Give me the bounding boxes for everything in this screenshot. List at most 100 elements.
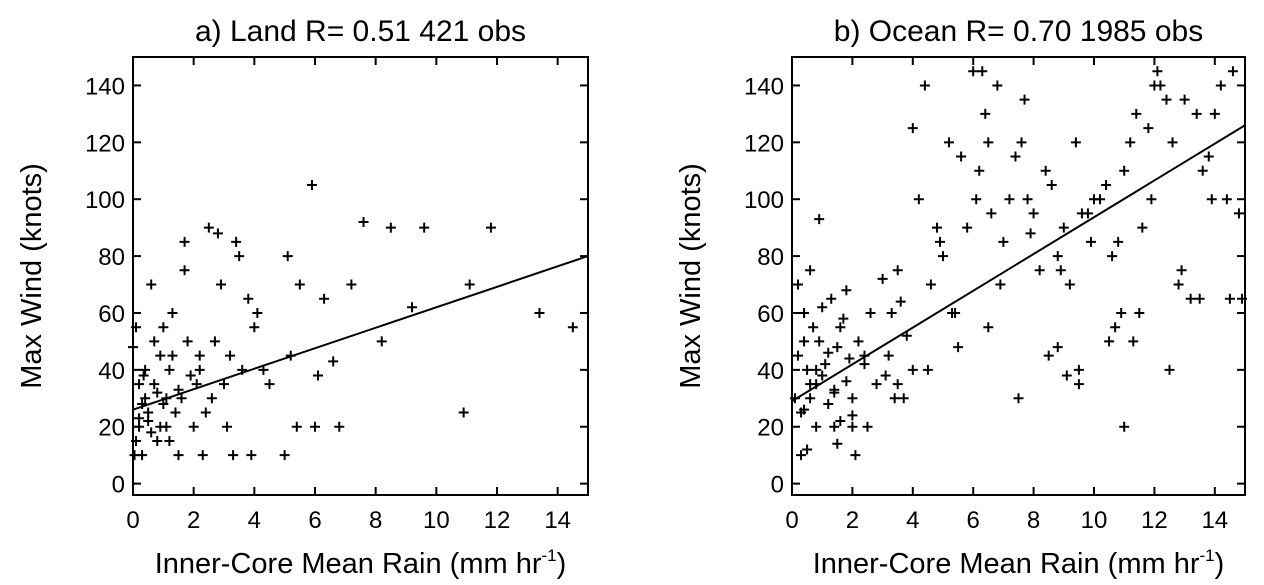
marker <box>1070 137 1081 148</box>
marker <box>194 364 205 375</box>
marker <box>164 364 175 375</box>
marker <box>1179 94 1190 105</box>
marker <box>817 302 828 313</box>
marker <box>328 356 339 367</box>
x-axis-label-superscript: -1 <box>542 546 557 565</box>
y-tick-label: 80 <box>98 244 125 271</box>
marker <box>1125 137 1136 148</box>
x-tick-label: 2 <box>187 507 200 534</box>
marker <box>811 364 822 375</box>
marker <box>419 222 430 233</box>
marker <box>1167 137 1178 148</box>
marker <box>1073 379 1084 390</box>
marker <box>1043 350 1054 361</box>
panel: a) Land R= 0.51 421 obs Max Wind (knots) I… <box>16 15 589 580</box>
marker <box>907 123 918 134</box>
x-axis-label-suffix: ) <box>557 548 567 580</box>
marker <box>149 336 160 347</box>
marker <box>179 265 190 276</box>
marker <box>310 421 320 432</box>
y-tick-label: 100 <box>744 187 784 214</box>
plot-frame <box>132 56 589 496</box>
marker <box>947 307 958 318</box>
fit-line <box>791 124 1246 402</box>
marker <box>862 421 873 432</box>
marker <box>1058 222 1069 233</box>
x-tick-label: 0 <box>126 507 139 534</box>
marker <box>820 359 831 370</box>
marker <box>158 322 169 333</box>
marker <box>1137 222 1148 233</box>
marker <box>385 222 396 233</box>
marker <box>534 307 545 318</box>
marker <box>134 379 145 390</box>
marker <box>974 165 985 176</box>
x-axis-label-suffix: ) <box>1215 548 1225 580</box>
y-tick-label: 20 <box>98 415 125 442</box>
marker <box>802 364 813 375</box>
marker <box>146 279 157 290</box>
marker <box>1161 94 1172 105</box>
marker <box>279 450 290 461</box>
marker <box>953 342 964 353</box>
marker <box>877 273 888 284</box>
marker <box>1209 108 1220 119</box>
marker <box>1010 151 1021 162</box>
marker <box>252 307 263 318</box>
marker <box>841 376 852 387</box>
marker <box>793 279 804 290</box>
marker <box>832 438 843 449</box>
marker <box>1131 108 1142 119</box>
marker <box>146 427 157 438</box>
marker <box>835 416 846 427</box>
marker <box>814 214 825 225</box>
y-tick-label: 0 <box>771 472 784 499</box>
marker <box>1149 80 1160 91</box>
panel: b) Ocean R= 0.70 1985 obs Max Wind (knots… <box>675 15 1247 580</box>
marker <box>294 279 305 290</box>
y-axis-label: Max Wind (knots) <box>675 163 707 389</box>
marker <box>892 379 903 390</box>
marker <box>1185 293 1196 304</box>
marker <box>346 279 357 290</box>
x-tick-label: 4 <box>906 507 919 534</box>
y-tick-label: 100 <box>85 187 125 214</box>
marker <box>152 435 163 446</box>
marker <box>865 307 876 318</box>
x-tick-label: 4 <box>248 507 261 534</box>
x-tick-label: 12 <box>484 507 511 534</box>
marker <box>264 379 275 390</box>
marker <box>155 421 166 432</box>
marker <box>1197 165 1208 176</box>
marker <box>313 370 324 381</box>
marker <box>853 336 864 347</box>
marker <box>249 322 260 333</box>
marker <box>895 296 906 307</box>
marker <box>1206 194 1217 205</box>
x-tick-label: 2 <box>846 507 859 534</box>
marker <box>1119 421 1130 432</box>
marker <box>805 393 816 404</box>
y-tick-label: 0 <box>112 472 125 499</box>
marker <box>1134 307 1145 318</box>
marker <box>1034 265 1045 276</box>
x-axis-label-text: Inner-Core Mean Rain (mm hr <box>813 548 1200 580</box>
marker <box>931 222 942 233</box>
marker <box>1173 279 1184 290</box>
x-tick-label: 14 <box>544 507 571 534</box>
marker <box>212 228 223 239</box>
x-tick-label: 0 <box>785 507 798 534</box>
marker <box>140 393 151 404</box>
marker <box>808 322 819 333</box>
marker <box>134 421 145 432</box>
chart-title: a) Land R= 0.51 421 obs <box>195 15 526 48</box>
marker <box>938 251 948 262</box>
marker <box>179 236 190 247</box>
marker <box>1224 293 1235 304</box>
y-tick-label: 140 <box>85 73 125 100</box>
marker <box>892 265 903 276</box>
y-tick-label: 60 <box>757 301 784 328</box>
marker <box>1052 251 1063 262</box>
marker <box>1085 236 1096 247</box>
